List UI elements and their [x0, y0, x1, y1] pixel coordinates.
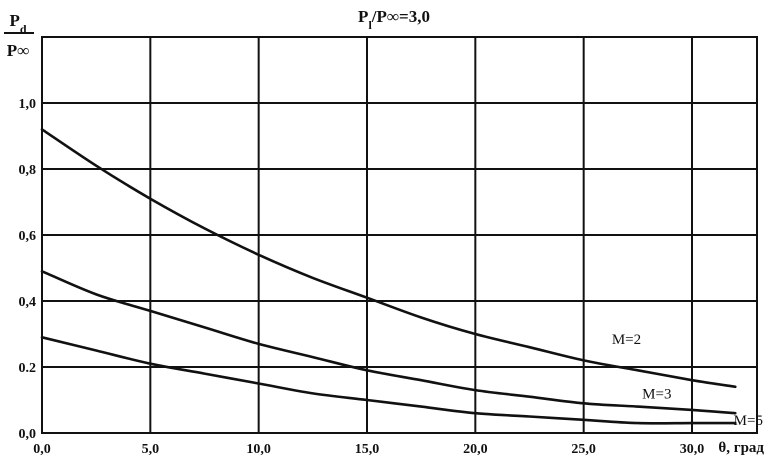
y-tick-labels: 0,0 0.2 0,4 0,6 0,8 1,0	[19, 97, 37, 442]
x-tick-label: 0,0	[33, 442, 51, 457]
x-tick-label: 25,0	[571, 442, 596, 457]
x-tick-label: 5,0	[142, 442, 160, 457]
x-tick-label: 10,0	[246, 442, 271, 457]
series-label: M=2	[612, 332, 641, 348]
y-tick-label: 0.2	[19, 361, 37, 376]
y-axis-label-numerator: Pd	[9, 11, 26, 36]
y-axis-label: Pd P∞	[4, 11, 34, 60]
series-lines	[40, 128, 737, 425]
y-tick-label: 1,0	[19, 97, 37, 112]
series-line-m-3	[40, 270, 737, 415]
x-tick-label: 30,0	[680, 442, 705, 457]
series-label: M=5	[734, 413, 763, 429]
series-label: M=3	[642, 386, 671, 402]
y-tick-label: 0,8	[19, 163, 37, 178]
series-line-m-5	[40, 336, 737, 425]
x-tick-labels: 0,0 5,0 10,0 15,0 20,0 25,0 30,0	[33, 442, 704, 457]
y-tick-label: 0,0	[19, 427, 37, 442]
grid	[41, 36, 758, 434]
x-tick-label: 15,0	[355, 442, 380, 457]
y-tick-label: 0,6	[19, 229, 37, 244]
series-line-m-2	[40, 128, 737, 389]
x-tick-label: 20,0	[463, 442, 488, 457]
y-tick-label: 0,4	[19, 295, 37, 310]
x-axis-label: θ, град	[718, 440, 764, 456]
series-labels: M=2 M=3 M=5	[612, 332, 763, 429]
y-axis-label-denominator: P∞	[7, 41, 30, 60]
chart-title: Pl/P∞=3,0	[358, 7, 430, 32]
